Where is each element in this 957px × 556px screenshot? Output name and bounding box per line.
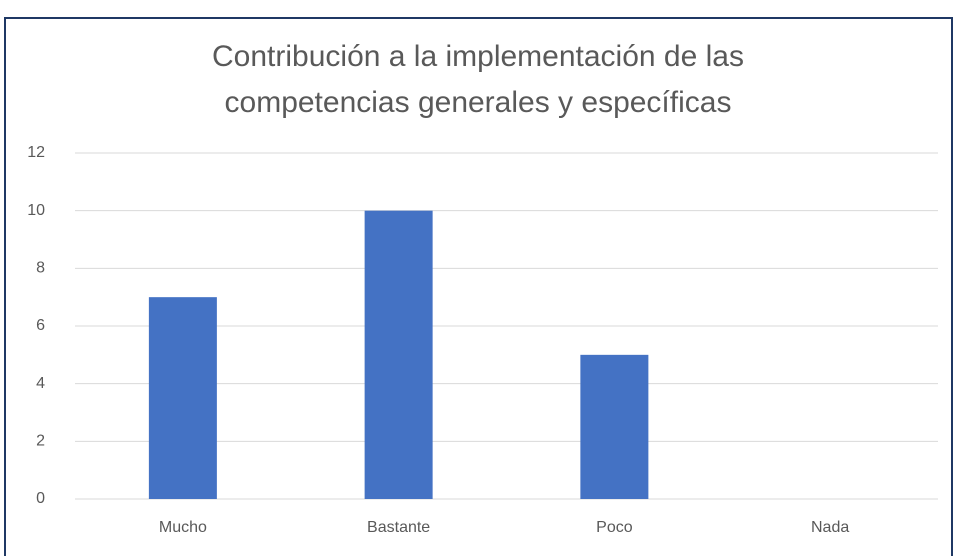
x-tick-label: Poco — [596, 519, 633, 536]
chart-title: Contribución a la implementación de las — [212, 40, 744, 73]
y-tick-label: 8 — [36, 260, 45, 277]
bar — [148, 297, 217, 499]
y-tick-label: 2 — [36, 433, 45, 450]
x-tick-label: Mucho — [159, 519, 207, 536]
y-tick-label: 12 — [27, 144, 45, 161]
y-tick-label: 0 — [36, 490, 45, 507]
bar — [580, 354, 649, 499]
y-tick-label: 4 — [36, 375, 45, 392]
x-tick-label: Nada — [811, 519, 849, 536]
y-tick-label: 10 — [27, 202, 45, 219]
x-tick-label: Bastante — [367, 519, 430, 536]
y-tick-label: 6 — [36, 317, 45, 334]
bar — [364, 210, 433, 499]
chart-title: competencias generales y específicas — [225, 86, 732, 119]
